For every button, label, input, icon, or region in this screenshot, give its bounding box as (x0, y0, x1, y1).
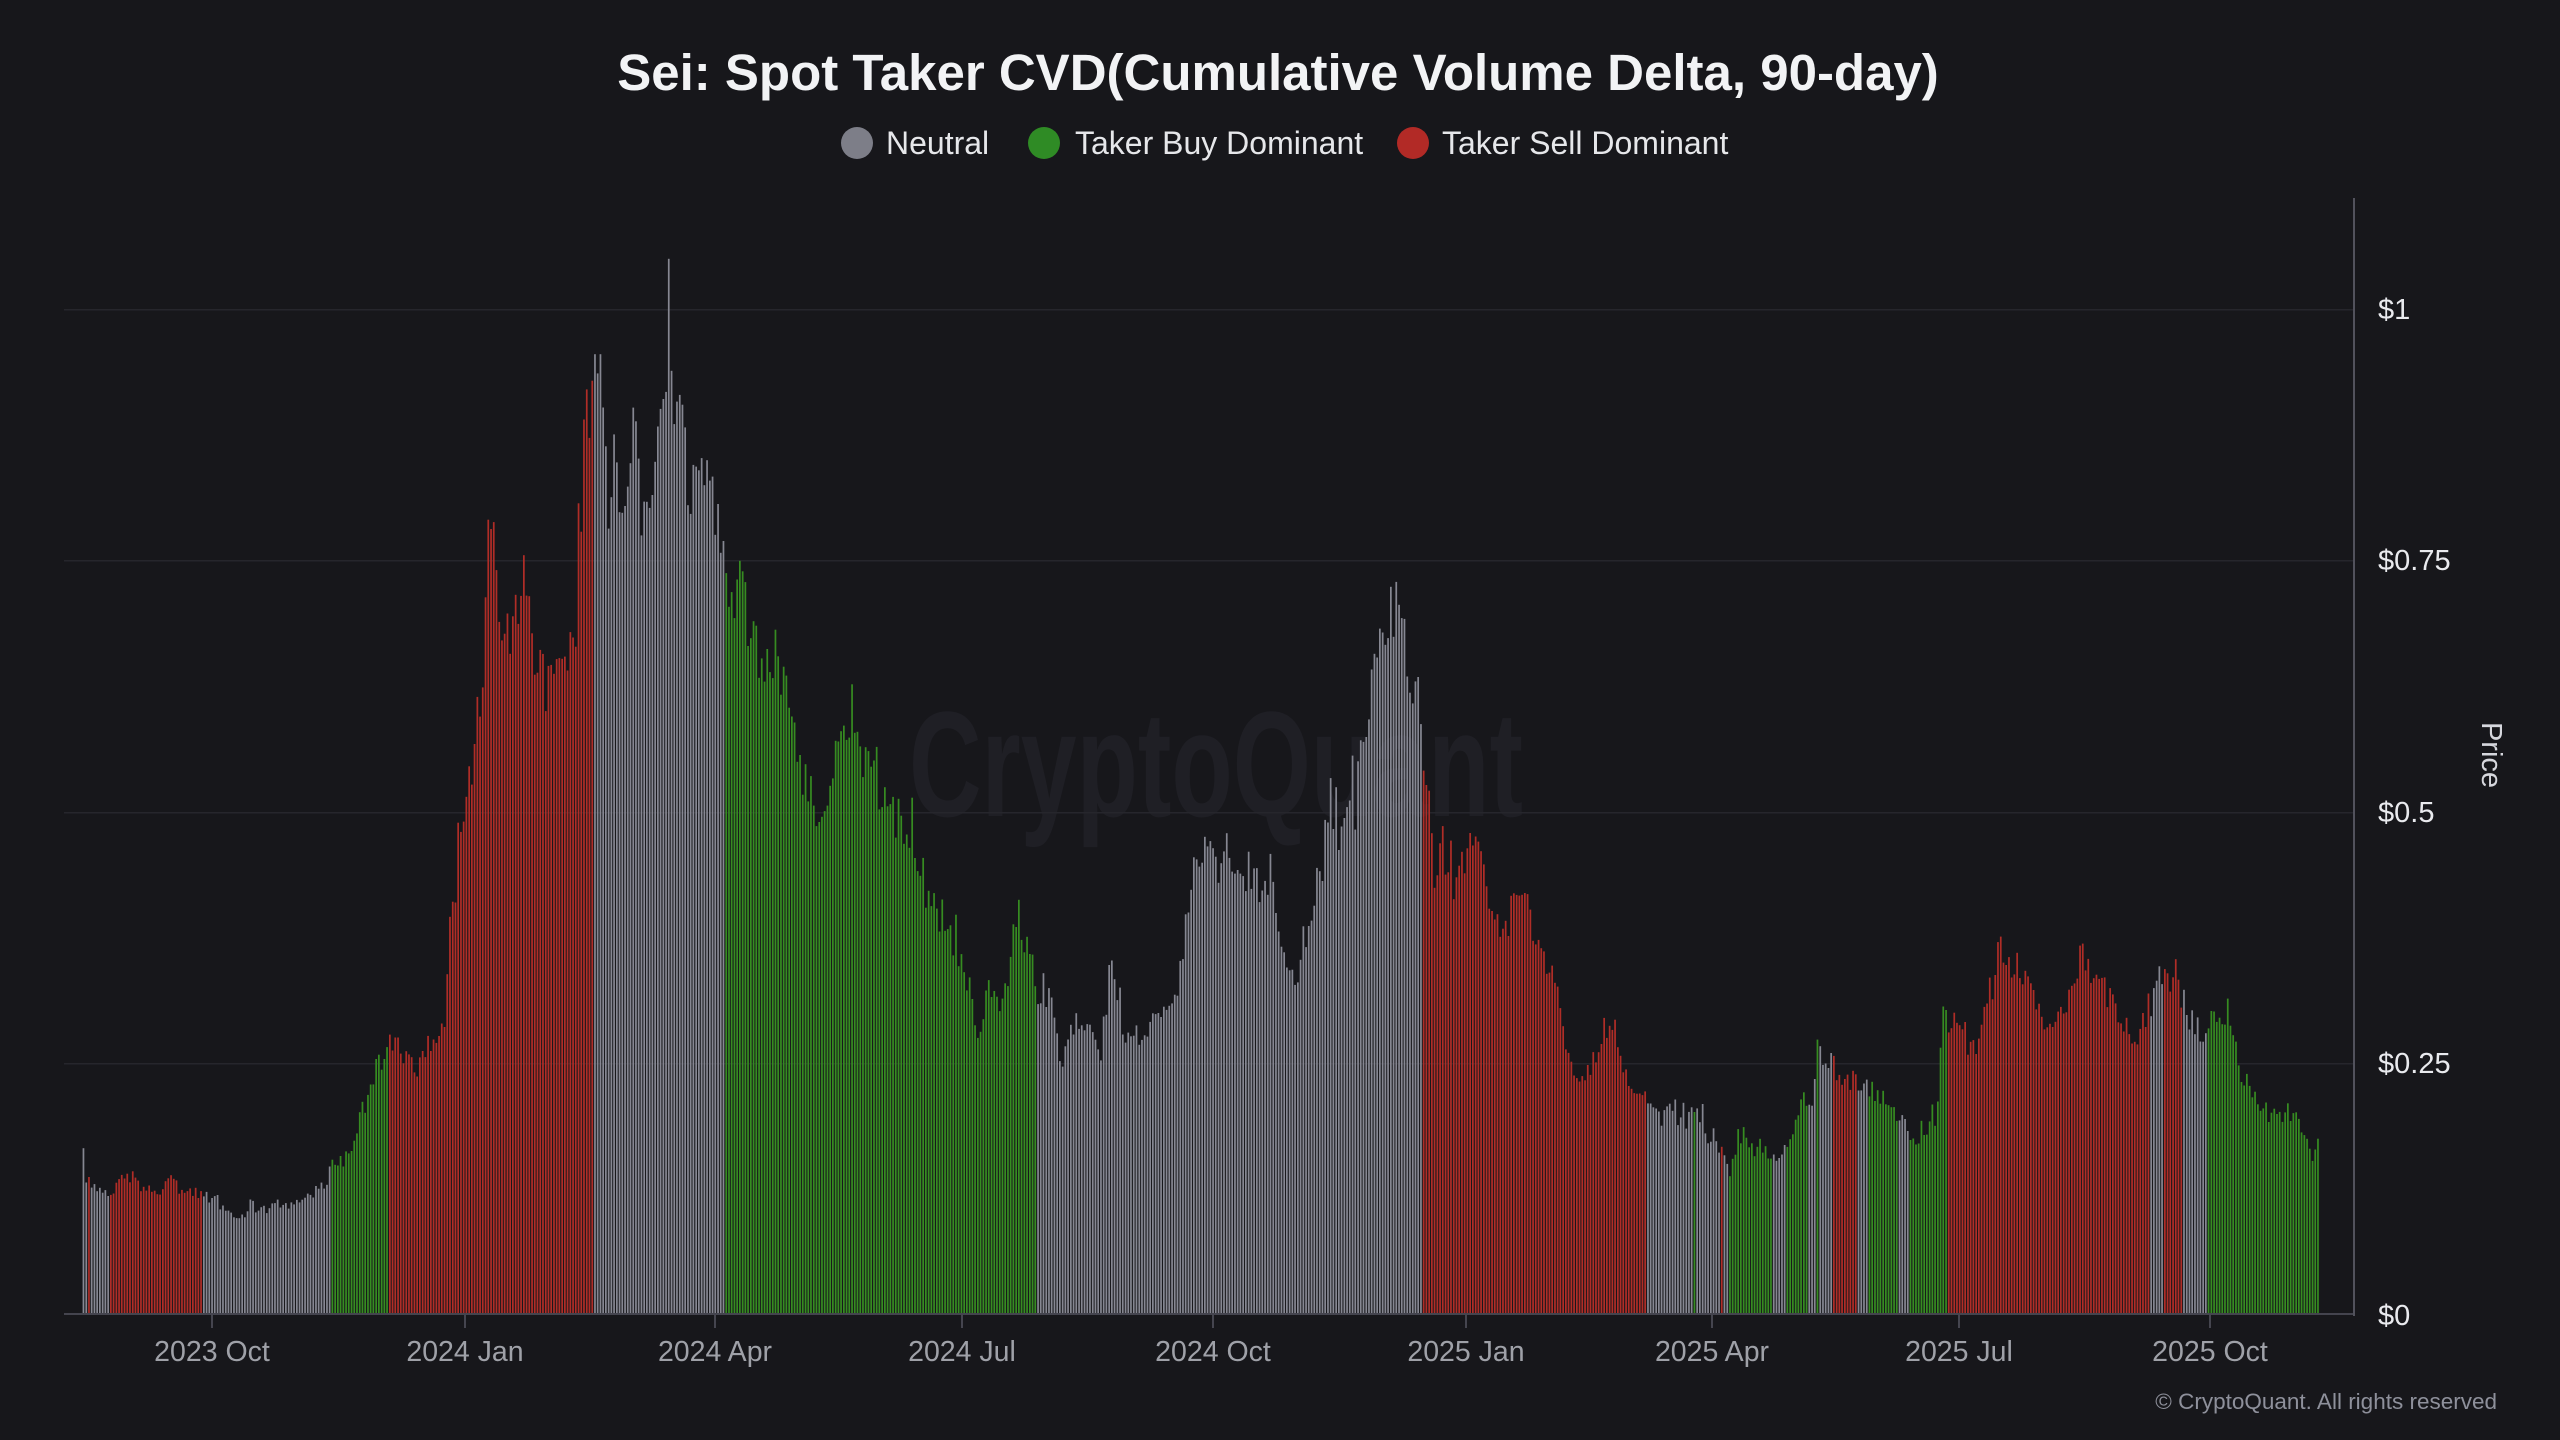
svg-text:© CryptoQuant. All rights rese: © CryptoQuant. All rights reserved (2155, 1389, 2497, 1414)
svg-text:Taker Sell Dominant: Taker Sell Dominant (1442, 125, 1728, 161)
svg-text:Sei: Spot Taker CVD(Cumulative: Sei: Spot Taker CVD(Cumulative Volume De… (617, 44, 1939, 101)
svg-text:2024 Oct: 2024 Oct (1155, 1336, 1271, 1368)
svg-text:2025 Jul: 2025 Jul (1905, 1336, 2013, 1368)
svg-text:2023 Oct: 2023 Oct (154, 1336, 270, 1368)
svg-text:2025 Apr: 2025 Apr (1655, 1336, 1770, 1368)
svg-text:2024 Apr: 2024 Apr (658, 1336, 773, 1368)
svg-text:$0: $0 (2378, 1300, 2410, 1332)
svg-text:2025 Jan: 2025 Jan (1407, 1336, 1524, 1368)
svg-text:$0.5: $0.5 (2378, 797, 2434, 829)
svg-text:CryptoQuant: CryptoQuant (909, 680, 1523, 848)
svg-text:2025 Oct: 2025 Oct (2152, 1336, 2268, 1368)
svg-text:$1: $1 (2378, 294, 2410, 326)
svg-text:Price: Price (2475, 722, 2507, 788)
svg-text:Neutral: Neutral (886, 125, 989, 161)
svg-text:2024 Jan: 2024 Jan (406, 1336, 523, 1368)
svg-text:2024 Jul: 2024 Jul (908, 1336, 1016, 1368)
svg-text:$0.25: $0.25 (2378, 1048, 2451, 1080)
svg-text:$0.75: $0.75 (2378, 545, 2451, 577)
svg-text:Taker Buy Dominant: Taker Buy Dominant (1075, 125, 1363, 161)
